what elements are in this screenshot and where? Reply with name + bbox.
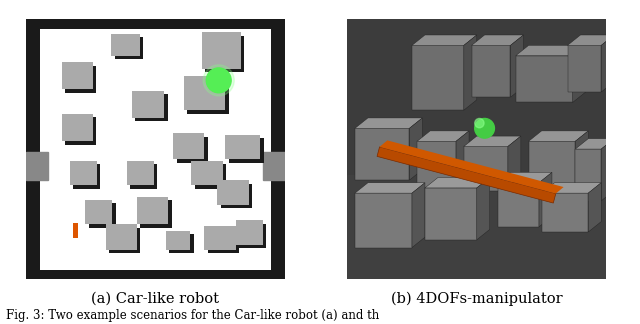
Polygon shape (508, 136, 521, 191)
Circle shape (203, 65, 234, 96)
Polygon shape (456, 131, 469, 188)
Bar (412, 45, 464, 110)
Polygon shape (464, 35, 477, 110)
Bar (516, 56, 573, 102)
Polygon shape (412, 35, 477, 45)
Bar (239, 224, 266, 248)
Bar (202, 32, 241, 69)
Text: (b) 4DOFs-manipulator: (b) 4DOFs-manipulator (391, 292, 563, 306)
Polygon shape (472, 35, 524, 45)
Polygon shape (529, 131, 588, 141)
Circle shape (475, 119, 495, 138)
Polygon shape (516, 45, 586, 56)
Polygon shape (539, 172, 552, 227)
Bar (127, 161, 154, 185)
Bar (417, 141, 456, 188)
Bar (497, 183, 539, 227)
Bar (40, 29, 271, 270)
Polygon shape (355, 183, 425, 193)
Polygon shape (410, 118, 422, 180)
Polygon shape (425, 178, 490, 188)
Bar (225, 135, 260, 159)
Bar (204, 226, 236, 250)
Polygon shape (601, 35, 614, 92)
Bar (106, 224, 137, 250)
Circle shape (206, 68, 231, 93)
Bar (85, 200, 113, 224)
Bar (205, 36, 244, 72)
Bar (575, 149, 601, 201)
Text: Fig. 3: Two example scenarios for the Car-like robot (a) and th: Fig. 3: Two example scenarios for the Ca… (6, 309, 380, 322)
Polygon shape (588, 183, 601, 232)
Polygon shape (380, 140, 564, 193)
Bar (208, 229, 239, 253)
Bar (137, 197, 168, 224)
Bar (115, 37, 143, 59)
Bar (70, 161, 97, 185)
Polygon shape (377, 147, 556, 203)
Bar (228, 138, 264, 163)
Polygon shape (573, 45, 586, 102)
Polygon shape (575, 131, 588, 188)
Polygon shape (412, 183, 425, 248)
Bar (169, 234, 193, 253)
Bar (65, 117, 97, 145)
Bar (218, 180, 248, 205)
Bar (73, 164, 100, 189)
Bar (425, 188, 477, 240)
Polygon shape (477, 178, 490, 240)
Bar (135, 94, 168, 121)
Bar (472, 45, 511, 97)
Circle shape (475, 119, 484, 128)
Polygon shape (575, 139, 614, 149)
Bar (111, 34, 140, 56)
Bar (173, 133, 204, 159)
Bar (26, 152, 47, 180)
Bar (195, 164, 226, 189)
Bar (355, 193, 412, 248)
Bar (263, 152, 285, 180)
Bar (464, 146, 508, 191)
Bar (236, 220, 263, 245)
Bar (65, 65, 97, 93)
Polygon shape (601, 139, 614, 201)
Bar (355, 128, 410, 180)
Text: (a) Car-like robot: (a) Car-like robot (92, 292, 219, 306)
Polygon shape (464, 136, 521, 146)
Bar (187, 80, 228, 113)
Bar (130, 164, 157, 189)
Bar (109, 227, 140, 253)
Bar (541, 193, 588, 232)
Bar (184, 76, 225, 110)
Bar (88, 203, 116, 227)
Bar (132, 91, 164, 118)
Bar (140, 200, 172, 227)
Bar (62, 62, 93, 89)
Bar (529, 141, 575, 188)
Polygon shape (417, 131, 469, 141)
Bar (568, 45, 601, 92)
Bar (347, 175, 607, 279)
Polygon shape (541, 183, 601, 193)
Bar (177, 137, 208, 163)
Polygon shape (568, 35, 614, 45)
Bar (191, 161, 223, 185)
Polygon shape (497, 172, 552, 183)
Bar (221, 183, 252, 208)
Polygon shape (355, 118, 422, 128)
Bar (62, 114, 93, 141)
Polygon shape (511, 35, 524, 97)
Bar (73, 223, 78, 238)
Bar (166, 231, 190, 250)
